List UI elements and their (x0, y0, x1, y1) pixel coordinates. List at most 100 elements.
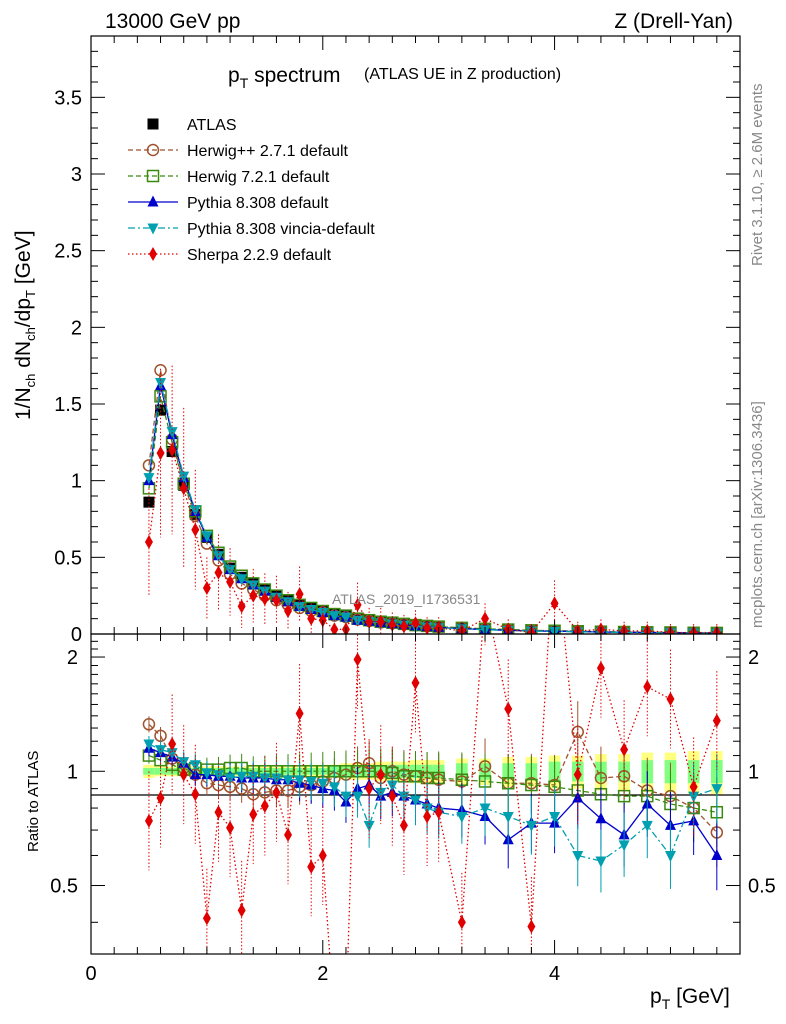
point-sherpa (226, 574, 235, 589)
series-line-vincia (148, 382, 717, 634)
legend-label-herwigpp: Herwig++ 2.7.1 default (187, 143, 349, 160)
point-sherpa (481, 611, 490, 626)
ratio-point-vincia (711, 784, 723, 796)
ratio-point-vincia (247, 771, 259, 783)
ratio-y-tick-label-left: 0.5 (50, 876, 78, 898)
point-vincia (236, 574, 248, 586)
rivet-info: Rivet 3.1.10, ≥ 2.6M events (749, 84, 766, 267)
legend-item-herwigpp: Herwig++ 2.7.1 default (128, 143, 349, 160)
ratio-point-vincia (178, 757, 190, 769)
ratio-point-sherpa (551, 527, 559, 541)
ratio-point-sherpa (620, 742, 629, 757)
point-sherpa (168, 443, 177, 457)
legend-marker-herwigpp (146, 143, 160, 157)
y-tick-label: 3 (71, 164, 82, 186)
point-sherpa (237, 599, 246, 614)
point-sherpa (330, 622, 339, 634)
ratio-point-vincia (212, 770, 224, 782)
legend-item-sherpa: Sherpa 2.2.9 default (128, 247, 332, 264)
legend-marker-vincia (147, 223, 159, 235)
ratio-point-sherpa (179, 767, 188, 782)
ratio-point-sherpa (237, 903, 246, 918)
legend-label-herwig7: Herwig 7.2.1 default (187, 169, 330, 186)
ratio-y-tick-label-right: 1 (748, 761, 759, 783)
plot-title: pT spectrum (228, 64, 340, 91)
legend-marker-sherpa (149, 247, 157, 261)
analysis-id: ATLAS_2019_I1736531 (332, 591, 481, 607)
ratio-point-vincia (282, 775, 294, 787)
plot-title-note: (ATLAS UE in Z production) (364, 66, 561, 83)
y-tick-label: 2.5 (54, 241, 82, 263)
ratio-point-vincia (363, 820, 375, 832)
ratio-point-sherpa (666, 692, 675, 707)
ratio-y-tick-label-right: 2 (748, 647, 759, 669)
point-sherpa (284, 604, 293, 618)
ratio-point-sherpa (202, 911, 211, 926)
point-sherpa (214, 565, 223, 580)
ratio-point-vincia (641, 820, 653, 832)
ratio-point-sherpa (295, 706, 304, 721)
ratio-y-tick-label-right: 0.5 (748, 876, 776, 898)
ratio-point-vincia (572, 850, 584, 862)
ratio-point-sherpa (318, 848, 327, 863)
x-axis-label: pT [GeV] (650, 985, 730, 1012)
y-tick-label: 2 (71, 317, 82, 339)
ratio-point-sherpa (156, 791, 165, 806)
point-sherpa (156, 446, 165, 461)
ratio-y-axis-label: Ratio to ATLAS (25, 751, 42, 852)
y-tick-label: 3.5 (54, 87, 82, 109)
band-inner-bin (143, 768, 155, 775)
ratio-point-sherpa (573, 767, 582, 782)
ratio-point-sherpa (457, 915, 466, 930)
ratio-point-vincia (236, 771, 248, 783)
ratio-point-vincia (317, 778, 329, 790)
ratio-point-sherpa (249, 807, 258, 822)
ratio-y-tick-label-left: 2 (67, 647, 78, 669)
ratio-point-vincia (410, 795, 421, 807)
point-atlas (143, 496, 155, 508)
ratio-point-vincia (155, 745, 167, 757)
y-tick-label: 1 (71, 471, 82, 493)
ratio-y-tick-label-left: 1 (67, 761, 78, 783)
ratio-point-pythia (595, 812, 607, 824)
point-herwigpp (142, 459, 156, 472)
ratio-point-herwig7 (525, 778, 538, 792)
legend-item-vincia: Pythia 8.308 vincia-default (128, 221, 375, 238)
ratio-point-herwigpp (142, 718, 156, 731)
ratio-point-sherpa (342, 1007, 350, 1021)
legend-marker-herwig7 (146, 169, 160, 183)
point-vincia (328, 611, 340, 623)
ratio-point-vincia (525, 820, 537, 832)
point-vincia (189, 505, 201, 517)
ratio-point-sherpa (712, 713, 721, 728)
point-sherpa (423, 620, 432, 634)
ratio-point-vincia (479, 803, 491, 815)
ratio-point-vincia (294, 775, 306, 787)
legend-marker-pythia (147, 195, 159, 207)
ratio-point-vincia (618, 840, 630, 852)
ratio-point-sherpa (260, 799, 269, 814)
point-sherpa (202, 581, 211, 595)
ratio-point-sherpa (434, 805, 443, 820)
point-sherpa (307, 611, 316, 626)
legend-label-pythia: Pythia 8.308 default (187, 195, 329, 212)
point-sherpa (353, 597, 362, 612)
point-sherpa (191, 522, 200, 537)
ratio-series-layer (142, 527, 724, 1021)
ratio-point-sherpa (307, 859, 316, 874)
energy-label: 13000 GeV pp (105, 10, 240, 33)
ratio-point-vincia (375, 787, 387, 799)
ratio-point-pythia (572, 791, 584, 803)
ratio-point-sherpa (643, 679, 652, 694)
point-sherpa (550, 596, 559, 611)
point-vincia (247, 580, 259, 592)
point-vincia (143, 473, 155, 485)
point-sherpa (249, 588, 258, 603)
point-sherpa (411, 616, 420, 631)
ratio-point-sherpa (411, 675, 420, 690)
ratio-point-vincia (201, 768, 213, 780)
ratio-point-vincia (328, 782, 340, 794)
ratio-point-sherpa (353, 652, 362, 667)
point-sherpa (388, 617, 397, 632)
